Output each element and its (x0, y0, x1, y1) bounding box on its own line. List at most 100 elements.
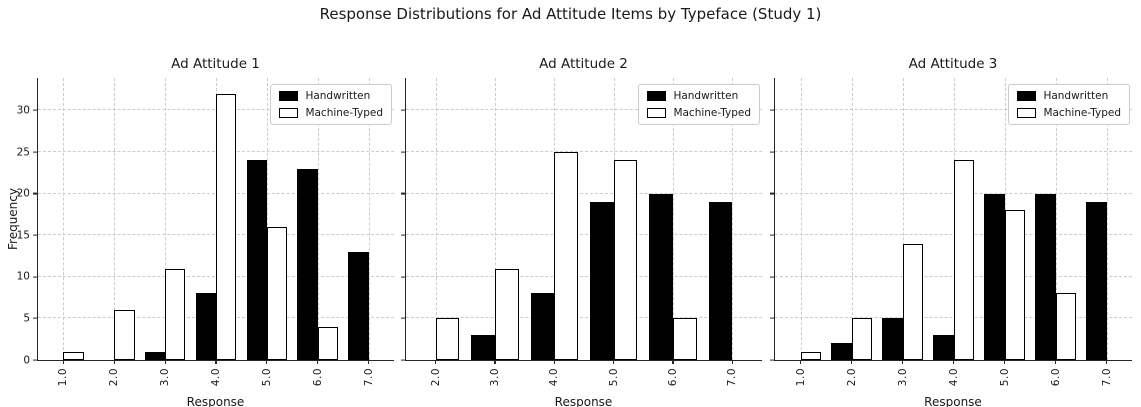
x-tick-mark (1003, 360, 1006, 364)
category-slot: 3.0 (465, 78, 524, 386)
vertical-gridline (494, 78, 496, 360)
bar-handwritten (471, 335, 495, 360)
horizontal-gridline (406, 151, 762, 153)
bar-handwritten (144, 351, 166, 360)
x-tick-label: 2.0 (108, 368, 121, 387)
category-slot: 4.0 (928, 78, 979, 386)
subplot-title: Ad Attitude 2 (539, 56, 628, 72)
bar-machine-typed (1004, 210, 1025, 360)
category-slot: 5.0 (584, 78, 643, 386)
bar-handwritten (708, 201, 733, 360)
x-tick-label: 3.0 (488, 368, 501, 387)
x-tick-label: 7.0 (1100, 368, 1113, 387)
category-slot: 1.0 (775, 78, 826, 386)
x-tick-label: 2.0 (429, 368, 442, 387)
y-tick-label: 0 (23, 353, 30, 366)
bar-machine-typed (165, 268, 186, 360)
bar-pair (297, 78, 339, 360)
y-tick-mark (32, 276, 37, 278)
y-tick-mark (400, 234, 405, 236)
y-tick-mark (32, 193, 37, 195)
bar-machine-typed (114, 310, 135, 360)
y-tick-label: 25 (16, 145, 30, 158)
bar-handwritten (195, 293, 216, 360)
bar-pair (348, 78, 389, 360)
x-tick-label: 1.0 (57, 368, 70, 387)
x-tick-label: 4.0 (548, 368, 561, 387)
bar-machine-typed (317, 326, 339, 360)
x-tick-label: 2.0 (845, 368, 858, 387)
legend-swatch-handwritten (647, 91, 667, 102)
y-tick-mark (400, 317, 405, 320)
x-tick: 2.0 (406, 360, 465, 386)
x-tick-mark (672, 360, 674, 364)
vertical-gridline (672, 78, 674, 360)
category-slot: 6.0 (1030, 78, 1081, 386)
horizontal-gridline (406, 317, 762, 319)
bar-handwritten (984, 193, 1005, 360)
x-tick: 2.0 (826, 360, 877, 386)
x-axis-label-response: Response (924, 395, 982, 407)
bar-pair (780, 78, 821, 360)
x-tick: 5.0 (241, 360, 292, 386)
bar-pair (933, 78, 974, 360)
x-tick: 4.0 (525, 360, 584, 386)
x-tick: 2.0 (89, 360, 140, 386)
bar-pair (412, 78, 460, 360)
category-slot: 7.0 (343, 78, 394, 386)
bar-pair (43, 78, 84, 360)
x-tick-label: 6.0 (1049, 368, 1062, 387)
x-tick-label: 4.0 (210, 368, 222, 387)
figure-title: Response Distributions for Ad Attitude I… (319, 5, 822, 23)
horizontal-gridline (406, 109, 762, 111)
subplot-title: Ad Attitude 1 (171, 56, 260, 72)
y-tick-mark (400, 359, 405, 361)
x-tick: 5.0 (979, 360, 1030, 386)
bar-pair (1086, 78, 1127, 360)
category-slot: 7.0 (703, 78, 762, 386)
category-slot: 3.0 (877, 78, 928, 386)
bar-handwritten (1086, 201, 1107, 360)
legend-label-machine-typed: Machine-Typed (305, 106, 383, 119)
vertical-gridline (851, 78, 853, 360)
x-tick-label: 3.0 (159, 368, 172, 387)
category-slot: 1.0 (38, 78, 89, 386)
bar-pair (708, 78, 756, 360)
bar-handwritten (348, 251, 369, 360)
bar-handwritten (882, 318, 903, 360)
vertical-gridline (114, 78, 116, 360)
x-tick-label: 3.0 (896, 368, 909, 387)
legend-item-handwritten: Handwritten (647, 91, 751, 102)
x-axis-label-response: Response (554, 395, 613, 407)
category-slot: 6.0 (643, 78, 702, 386)
bar-handwritten (933, 335, 954, 360)
x-tick-mark (62, 360, 65, 364)
legend-label-handwritten: Handwritten (1043, 90, 1109, 102)
legend-item-handwritten: Handwritten (1017, 91, 1121, 102)
horizontal-gridline (406, 275, 762, 277)
horizontal-gridline (406, 192, 762, 194)
bar-machine-typed (266, 226, 288, 360)
bar-machine-typed (613, 160, 638, 360)
category-slot: 2.0 (89, 78, 140, 386)
legend-swatch-machine-typed (647, 107, 667, 118)
x-tick-label: 5.0 (607, 368, 620, 387)
vertical-gridline (1055, 78, 1057, 360)
x-tick: 3.0 (877, 360, 928, 386)
x-tick-mark (553, 360, 555, 364)
bar-machine-typed (902, 243, 923, 360)
legend: Handwritten Machine-Typed (638, 84, 760, 125)
bar-handwritten (246, 160, 267, 360)
x-tick: 5.0 (584, 360, 643, 386)
legend-label-machine-typed: Machine-Typed (673, 106, 751, 119)
category-slot: 2.0 (406, 78, 465, 386)
bar-pair (195, 78, 237, 360)
legend-swatch-machine-typed (1017, 107, 1037, 118)
bar-handwritten (297, 168, 318, 360)
x-tick-label: 7.0 (726, 368, 739, 387)
y-tick-mark (400, 109, 405, 112)
x-tick: 1.0 (38, 360, 89, 386)
x-tick-mark (164, 360, 166, 364)
y-tick-label: 20 (16, 187, 30, 200)
x-tick: 4.0 (191, 360, 242, 386)
